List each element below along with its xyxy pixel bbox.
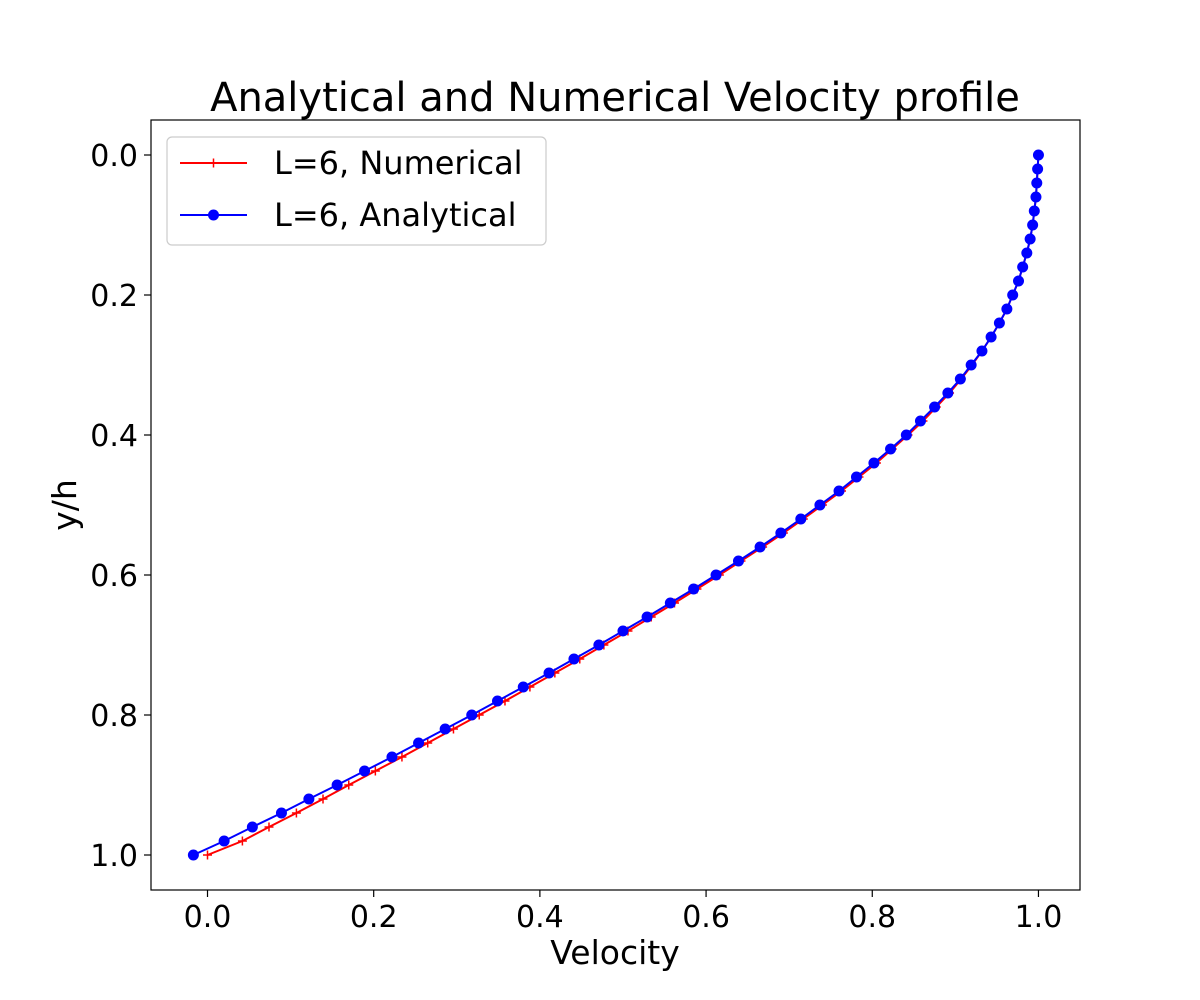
data-point (754, 541, 766, 553)
y-tick-label: 1.0 (90, 839, 138, 874)
data-point (291, 808, 301, 818)
x-axis-label: Velocity (550, 933, 679, 972)
data-point (593, 639, 605, 651)
data-point (976, 345, 988, 357)
y-tick-label: 0.6 (90, 559, 138, 594)
legend-item: L=6, Numerical (180, 144, 523, 182)
data-point (187, 849, 199, 861)
data-point (203, 850, 213, 860)
data-point (993, 317, 1005, 329)
data-point (965, 359, 977, 371)
data-point (386, 751, 398, 763)
data-point (344, 780, 354, 790)
data-point (1030, 191, 1042, 203)
data-point (710, 569, 722, 581)
legend-label: L=6, Numerical (274, 144, 523, 182)
legend-item: L=6, Analytical (180, 196, 516, 234)
data-point (543, 667, 555, 679)
y-axis-label: y/h (45, 479, 84, 531)
x-tick-label: 0.6 (682, 900, 730, 935)
data-point (942, 387, 954, 399)
data-point (850, 471, 862, 483)
data-point (275, 807, 287, 819)
data-point (985, 331, 997, 343)
x-tick-label: 1.0 (1015, 900, 1063, 935)
data-point (1007, 289, 1019, 301)
data-point (664, 597, 676, 609)
data-point (1032, 149, 1044, 161)
x-tick-label: 0.8 (848, 900, 896, 935)
data-point (617, 625, 629, 637)
data-point (688, 583, 700, 595)
plot-frame (150, 119, 1081, 891)
legend-box (166, 136, 547, 246)
data-point (775, 527, 787, 539)
data-point (833, 485, 845, 497)
data-point (370, 766, 380, 776)
legend-marker (209, 158, 218, 168)
data-point (359, 765, 371, 777)
legend-label: L=6, Analytical (274, 196, 516, 234)
data-point (1017, 261, 1029, 273)
y-tick-label: 0.4 (90, 419, 138, 454)
data-point (413, 737, 425, 749)
data-point (1027, 219, 1039, 231)
data-point (246, 821, 258, 833)
data-point (900, 429, 912, 441)
data-point (1021, 247, 1033, 259)
data-point (641, 611, 653, 623)
y-tick-label: 0.8 (90, 699, 138, 734)
series-layer (187, 149, 1044, 861)
x-axis: 0.0 0.2 0.4 0.6 0.8 1.0 (184, 890, 1063, 935)
data-point (1024, 233, 1036, 245)
data-point (492, 695, 504, 707)
data-point (1032, 163, 1044, 175)
data-point (331, 779, 343, 791)
data-point (1028, 205, 1040, 217)
data-point (954, 373, 966, 385)
data-point (303, 793, 315, 805)
chart-title: Analytical and Numerical Velocity profil… (210, 75, 1020, 121)
data-point (517, 681, 529, 693)
y-axis: 0.0 0.2 0.4 0.6 0.8 1.0 (90, 139, 151, 874)
data-point (868, 457, 880, 469)
data-point (439, 723, 451, 735)
data-point (929, 401, 941, 413)
data-point (1001, 303, 1013, 315)
data-point (466, 709, 478, 721)
data-point (397, 752, 407, 762)
legend-marker (208, 209, 219, 221)
series-analytical (187, 149, 1044, 861)
data-point (423, 738, 433, 748)
data-point (1013, 275, 1025, 287)
data-point (318, 794, 328, 804)
data-point (732, 555, 744, 567)
data-point (218, 835, 230, 847)
legend: L=6, Numerical L=6, Analytical (166, 136, 547, 246)
x-tick-label: 0.2 (350, 900, 398, 935)
data-point (914, 415, 926, 427)
data-point (814, 499, 826, 511)
data-point (885, 443, 897, 455)
x-tick-label: 0.4 (516, 900, 564, 935)
y-tick-label: 0.0 (90, 139, 138, 174)
data-point (1031, 177, 1043, 189)
data-point (237, 836, 247, 846)
x-tick-label: 0.0 (184, 900, 232, 935)
data-point (795, 513, 807, 525)
data-point (568, 653, 580, 665)
y-tick-label: 0.2 (90, 279, 138, 314)
data-point (264, 822, 274, 832)
